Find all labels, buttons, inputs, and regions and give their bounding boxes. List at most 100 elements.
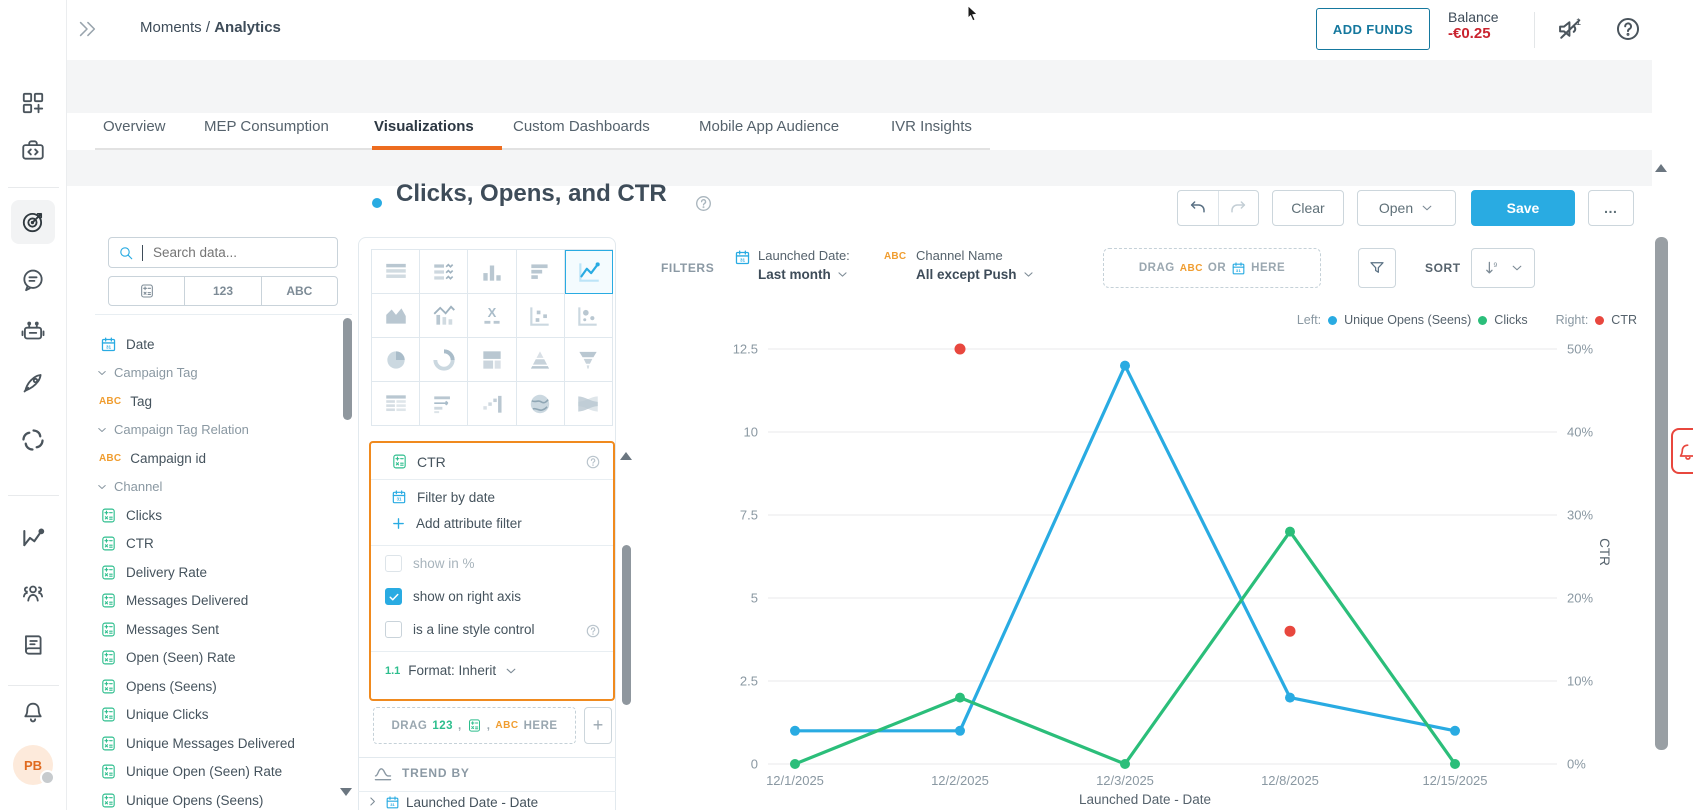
sidebar-item-docs-book-icon[interactable] xyxy=(11,623,55,667)
field-item-opens-seens-[interactable]: Opens (Seens) xyxy=(90,672,345,701)
feedback-edge-tab[interactable] xyxy=(1671,428,1693,474)
chart-type-combo-chart-icon[interactable] xyxy=(420,294,469,338)
line-chart[interactable]: 0 2.5 5 7.5 10 12.5 0% 10% 20% 30% 40% 50% 12/1/2025… xyxy=(645,280,1660,810)
sidebar-item-exchange-swirl-icon[interactable] xyxy=(11,418,55,462)
notifications-muted-icon[interactable]: 1 xyxy=(1556,15,1584,43)
filter-numeric-button[interactable]: 123 xyxy=(185,277,262,305)
field-group-channel[interactable]: Channel xyxy=(90,473,345,502)
chart-type-pie-chart-icon[interactable] xyxy=(372,338,421,382)
chart-type-area-chart-icon[interactable] xyxy=(372,294,421,338)
filter-drop-zone[interactable]: DRAG ABC OR 31 HERE xyxy=(1103,248,1321,288)
field-group-campaign-tag[interactable]: Campaign Tag xyxy=(90,359,345,388)
show-on-right-axis-row[interactable]: show on right axis xyxy=(385,588,521,605)
more-options-button[interactable]: … xyxy=(1588,190,1634,226)
show-on-right-axis-checkbox[interactable] xyxy=(385,588,402,605)
sidebar-item-notifications-bell-icon[interactable] xyxy=(11,690,55,734)
chart-type-treemap-icon[interactable] xyxy=(468,338,517,382)
chart-type-column-chart-icon[interactable] xyxy=(468,250,517,294)
open-button[interactable]: Open xyxy=(1357,190,1456,226)
sidebar-item-dev-icon[interactable] xyxy=(11,128,55,172)
chart-type-donut-chart-icon[interactable] xyxy=(420,338,469,382)
balance-widget[interactable]: Balance -€0.25 xyxy=(1448,9,1499,42)
metric-drop-zone[interactable]: DRAG 123, , ABC HERE xyxy=(373,707,576,744)
add-metric-button[interactable]: + xyxy=(584,707,612,744)
config-scrollbar[interactable] xyxy=(622,545,631,705)
tab-ivr-insights[interactable]: IVR Insights xyxy=(891,118,972,135)
field-item-date[interactable]: 31 Date xyxy=(90,330,345,359)
search-input[interactable] xyxy=(151,244,325,261)
field-item-ctr[interactable]: CTR xyxy=(90,530,345,559)
attribute-filter[interactable]: Channel Name All except Push xyxy=(916,248,1035,282)
field-item-messages-delivered[interactable]: Messages Delivered xyxy=(90,587,345,616)
date-filter[interactable]: Launched Date: Last month xyxy=(758,248,850,282)
sidebar-item-analytics-icon[interactable] xyxy=(11,515,55,559)
trend-by-item[interactable]: 31 Launched Date - Date xyxy=(366,795,610,810)
save-button[interactable]: Save xyxy=(1471,190,1575,226)
field-item-delivery-rate[interactable]: Delivery Rate xyxy=(90,558,345,587)
field-item-clicks[interactable]: Clicks xyxy=(90,501,345,530)
avatar[interactable]: PB xyxy=(13,745,55,785)
add-attribute-filter-row[interactable]: Add attribute filter xyxy=(391,516,522,531)
sidebar-item-answers-chat-icon[interactable] xyxy=(11,258,55,302)
page-scrollbar[interactable] xyxy=(1655,237,1668,750)
field-item-unique-open-seen-rate[interactable]: Unique Open (Seen) Rate xyxy=(90,758,345,787)
chart-type-headline-icon[interactable]: X xyxy=(468,294,517,338)
field-item-messages-sent[interactable]: Messages Sent xyxy=(90,615,345,644)
chart-type-line-chart-icon[interactable] xyxy=(564,250,613,294)
chart-type-table-chart-icon[interactable] xyxy=(420,250,469,294)
field-group-campaign-tag-relation[interactable]: Campaign Tag Relation xyxy=(90,416,345,445)
tab-custom-dashboards[interactable]: Custom Dashboards xyxy=(513,118,650,135)
line-style-help-icon[interactable] xyxy=(585,623,601,639)
sidebar-item-chatbot-icon[interactable] xyxy=(11,310,55,354)
clear-button[interactable]: Clear xyxy=(1272,190,1344,226)
chart-type-table-icon[interactable] xyxy=(372,250,421,294)
show-in-pct-checkbox[interactable] xyxy=(385,555,402,572)
title-help-icon[interactable] xyxy=(694,194,713,213)
field-item-unique-clicks[interactable]: Unique Clicks xyxy=(90,701,345,730)
field-list-scroll-down-icon[interactable] xyxy=(340,788,352,796)
viz-title[interactable]: Clicks, Opens, and CTR xyxy=(396,180,667,207)
filter-text-button[interactable]: ABC xyxy=(286,284,313,298)
sidebar-item-campaigns-rocket-icon[interactable] xyxy=(11,361,55,405)
filter-funnel-button[interactable] xyxy=(1358,248,1396,288)
undo-button[interactable] xyxy=(1178,191,1219,225)
field-item-open-seen-rate[interactable]: Open (Seen) Rate xyxy=(90,644,345,673)
tab-mep-consumption[interactable]: MEP Consumption xyxy=(204,118,329,135)
field-item-tag[interactable]: ABC Tag xyxy=(90,387,345,416)
field-item-campaign-id[interactable]: ABC Campaign id xyxy=(90,444,345,473)
legend-series-unique-opens[interactable]: Unique Opens (Seens) xyxy=(1344,313,1472,327)
chart-type-bubble-chart-icon[interactable] xyxy=(564,294,613,338)
filter-dates-button[interactable] xyxy=(109,277,186,305)
chart-type-pyramid-chart-icon[interactable] xyxy=(516,338,565,382)
chart-type-bullet-chart-icon[interactable] xyxy=(420,382,469,426)
chart-type-bar-chart-icon[interactable] xyxy=(516,250,565,294)
legend-series-clicks[interactable]: Clicks xyxy=(1494,313,1528,327)
tab-mobile-app-audience[interactable]: Mobile App Audience xyxy=(699,118,840,135)
tab-visualizations[interactable]: Visualizations xyxy=(374,118,474,135)
metric-header[interactable]: CTR xyxy=(391,453,446,470)
add-funds-button[interactable]: ADD FUNDS xyxy=(1316,8,1430,50)
expand-sidebar-icon[interactable] xyxy=(76,18,98,40)
sort-dropdown[interactable]: 9 xyxy=(1471,248,1535,288)
redo-button[interactable] xyxy=(1219,191,1259,225)
sidebar-item-apps-icon[interactable] xyxy=(11,81,55,125)
line-style-control-row[interactable]: is a line style control xyxy=(385,621,535,638)
field-list-scrollbar[interactable] xyxy=(343,318,352,420)
help-icon[interactable] xyxy=(1614,15,1642,43)
field-item-unique-messages-delivered[interactable]: Unique Messages Delivered xyxy=(90,729,345,758)
show-in-pct-row[interactable]: show in % xyxy=(385,555,475,572)
chart-type-waterfall-chart-icon[interactable] xyxy=(468,382,517,426)
field-item-unique-opens-seens-[interactable]: Unique Opens (Seens) xyxy=(90,786,345,810)
legend-series-ctr[interactable]: CTR xyxy=(1611,313,1637,327)
chart-type-sankey-chart-icon[interactable] xyxy=(564,382,613,426)
format-row[interactable]: 1.1 Format: Inherit xyxy=(385,663,518,678)
line-style-checkbox[interactable] xyxy=(385,621,402,638)
config-scroll-up-icon[interactable] xyxy=(620,452,632,460)
chart-type-funnel-chart-icon[interactable] xyxy=(564,338,613,382)
page-scroll-up-icon[interactable] xyxy=(1655,164,1667,172)
metric-help-icon[interactable] xyxy=(585,454,601,470)
tab-overview[interactable]: Overview xyxy=(103,118,166,135)
chart-type-scatter-plot-icon[interactable] xyxy=(516,294,565,338)
breadcrumb-root[interactable]: Moments / xyxy=(140,19,211,36)
chart-type-pivot-table-icon[interactable] xyxy=(372,382,421,426)
